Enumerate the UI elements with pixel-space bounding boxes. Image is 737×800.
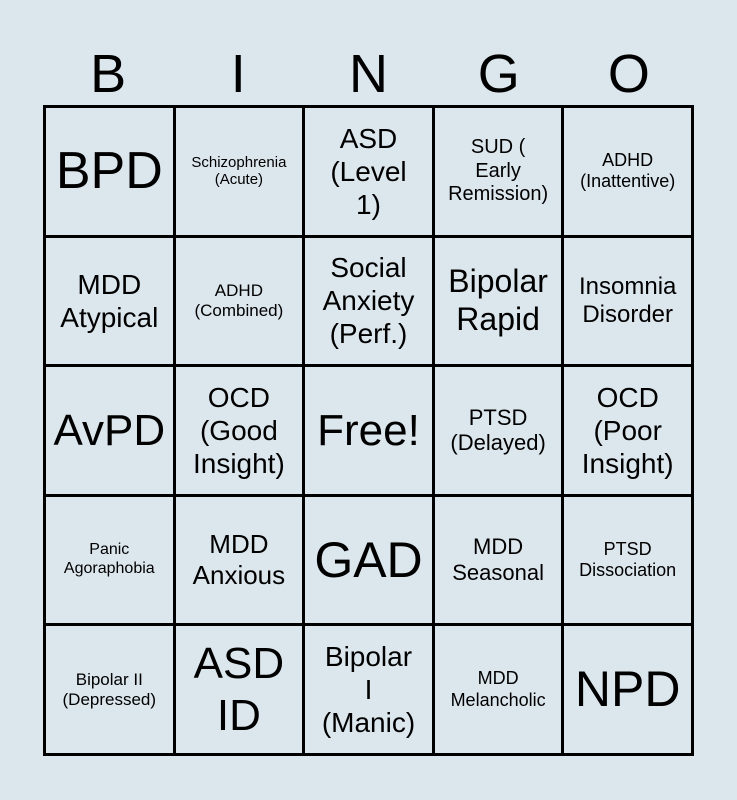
bingo-cell[interactable]: ASD (Level 1) (305, 108, 432, 235)
bingo-cell[interactable]: PTSD (Delayed) (434, 367, 562, 494)
bingo-cell[interactable]: ASD ID (175, 626, 303, 753)
header-letter-o: O (607, 44, 650, 104)
bingo-cell[interactable]: Insomnia Disorder (564, 237, 691, 365)
bingo-cell[interactable]: MDD Melancholic (434, 626, 562, 753)
bingo-cell[interactable]: Schizophrenia (Acute) (175, 108, 303, 235)
header-letter-g: G (477, 44, 520, 104)
bingo-cell[interactable]: Bipolar Rapid (434, 237, 562, 365)
bingo-cell[interactable]: Social Anxiety (Perf.) (305, 237, 432, 365)
bingo-cell[interactable]: MDD Atypical (46, 237, 173, 365)
bingo-cell[interactable]: MDD Anxious (175, 496, 303, 624)
header-letter-b: B (90, 44, 127, 104)
bingo-cell[interactable]: ADHD (Combined) (175, 237, 303, 365)
bingo-cell[interactable]: NPD (564, 626, 691, 753)
bingo-cell[interactable]: MDD Seasonal (434, 496, 562, 624)
bingo-cell[interactable]: Panic Agoraphobia (46, 496, 173, 624)
free-space-cell[interactable]: Free! (305, 367, 432, 494)
bingo-grid: BPD Schizophrenia (Acute) ASD (Level 1) SUD… (43, 105, 694, 756)
bingo-header: B I N G O (43, 44, 694, 104)
header-letter-n: N (349, 44, 388, 104)
header-letter-i: I (230, 44, 246, 104)
bingo-cell[interactable]: Bipolar I (Manic) (305, 626, 432, 753)
bingo-cell[interactable]: ADHD (Inattentive) (564, 108, 691, 235)
bingo-cell[interactable]: OCD (Poor Insight) (564, 367, 691, 494)
bingo-cell[interactable]: GAD (305, 496, 432, 624)
bingo-cell[interactable]: AvPD (46, 367, 173, 494)
bingo-cell[interactable]: BPD (46, 108, 173, 235)
bingo-cell[interactable]: OCD (Good Insight) (175, 367, 303, 494)
bingo-cell[interactable]: SUD ( Early Remission) (434, 108, 562, 235)
bingo-cell[interactable]: PTSD Dissociation (564, 496, 691, 624)
bingo-cell[interactable]: Bipolar II (Depressed) (46, 626, 173, 753)
